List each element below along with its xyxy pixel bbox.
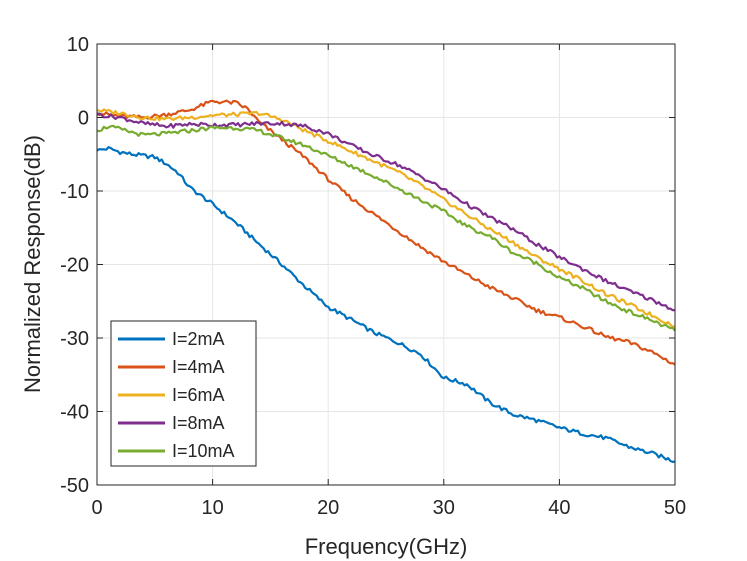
legend: I=2mA I=4mA I=6mA I=8mA I=10mA xyxy=(110,320,257,467)
x-tick-label: 10 xyxy=(201,497,223,519)
series-line-i-2ma xyxy=(96,146,676,463)
y-tick-label: -20 xyxy=(60,255,89,277)
series-line-i-4ma xyxy=(96,99,676,366)
series-line-i-6ma xyxy=(96,108,676,328)
legend-label: I=2mA xyxy=(172,329,225,349)
tick-labels: 0 10 20 30 40 50 10 0 -10 -20 -30 -40 -50 xyxy=(60,34,686,519)
x-tick-label: 40 xyxy=(548,497,570,519)
y-axis-label: Normalized Response(dB) xyxy=(20,135,45,393)
legend-label: I=10mA xyxy=(172,441,235,461)
legend-label: I=8mA xyxy=(172,413,225,433)
legend-label: I=6mA xyxy=(172,385,225,405)
x-tick-label: 0 xyxy=(91,497,102,519)
series-line-i-8ma xyxy=(96,112,676,312)
y-tick-label: -50 xyxy=(60,475,89,497)
y-tick-label: 10 xyxy=(67,34,89,56)
series-layer xyxy=(96,99,676,463)
x-tick-label: 30 xyxy=(433,497,455,519)
y-tick-label: -10 xyxy=(60,181,89,203)
x-tick-label: 20 xyxy=(317,497,339,519)
x-axis-label: Frequency(GHz) xyxy=(305,534,468,559)
series-line-i-10ma xyxy=(96,124,676,332)
y-tick-label: -40 xyxy=(60,402,89,424)
y-tick-label: -30 xyxy=(60,328,89,350)
y-tick-label: 0 xyxy=(78,108,89,130)
ticks xyxy=(96,43,676,486)
x-tick-label: 50 xyxy=(664,497,686,519)
legend-label: I=4mA xyxy=(172,357,225,377)
